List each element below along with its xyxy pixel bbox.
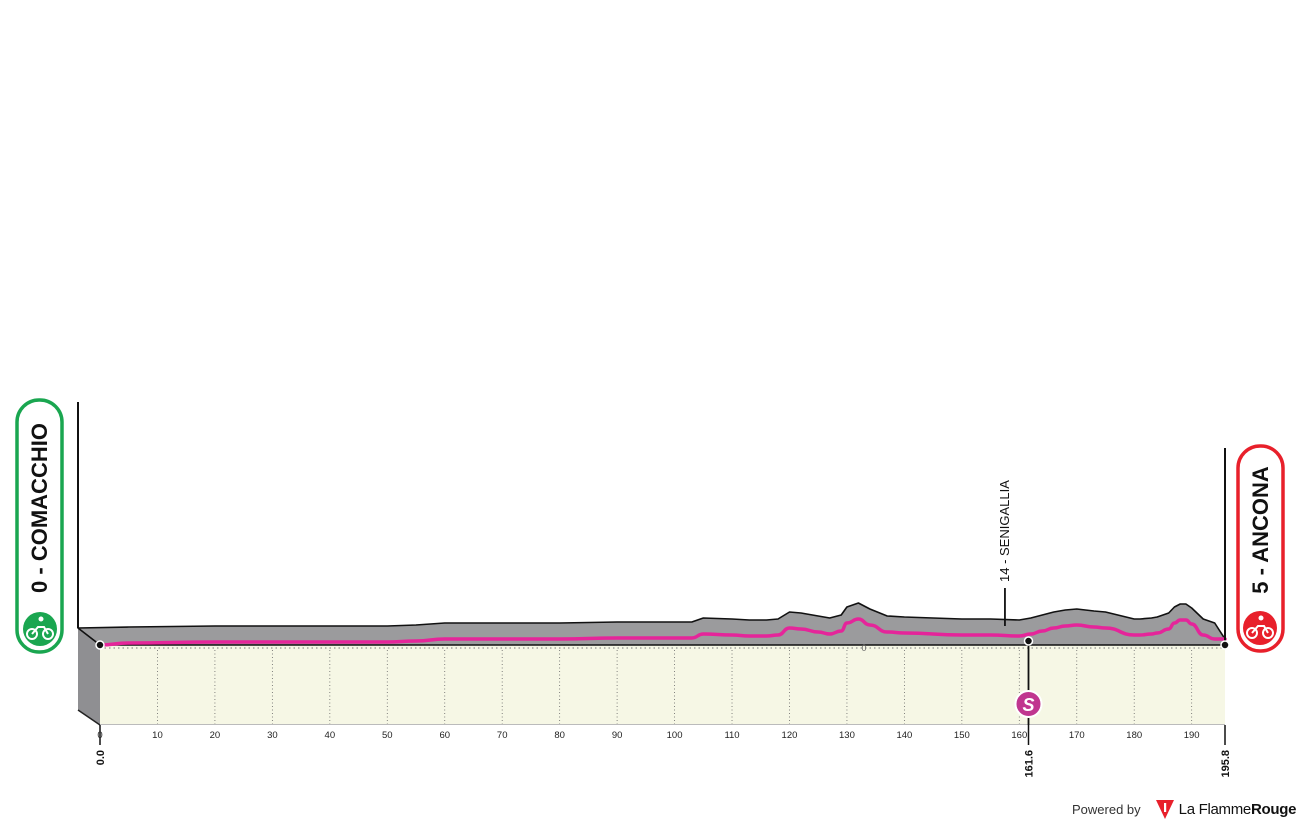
ground-base-line bbox=[77, 709, 101, 726]
x-tick-label: 60 bbox=[439, 730, 450, 741]
x-tick-label: 100 bbox=[667, 730, 683, 741]
x-tick-label: 80 bbox=[554, 730, 565, 741]
km-marker-label: 161.6 bbox=[1023, 750, 1035, 778]
start-label-box: 0 - COMACCHIO bbox=[15, 398, 64, 654]
waypoint-markers: 14 - SENIGALLIA bbox=[997, 480, 1012, 626]
x-tick-label: 30 bbox=[267, 730, 278, 741]
km-markers: 0.0 161.6 195.8 bbox=[95, 636, 1232, 778]
x-tick-label: 70 bbox=[497, 730, 508, 741]
ground-side-face bbox=[78, 628, 100, 725]
bicycle-icon bbox=[26, 616, 54, 640]
x-tick-label: 150 bbox=[954, 730, 970, 741]
x-tick-label: 120 bbox=[782, 730, 798, 741]
start-dot bbox=[95, 640, 105, 650]
x-tick-label: 0 bbox=[97, 730, 102, 741]
km-marker-label: 195.8 bbox=[1220, 750, 1232, 778]
finish-dot bbox=[1220, 640, 1230, 650]
sprint-markers: S bbox=[1014, 690, 1043, 718]
start-cyclist-icon bbox=[23, 612, 57, 646]
x-tick-label: 140 bbox=[896, 730, 912, 741]
x-tick-label: 160 bbox=[1011, 730, 1027, 741]
powered-by-footer: Powered by La FlammeRouge bbox=[1072, 799, 1296, 819]
waypoint-label: 14 - SENIGALLIA bbox=[997, 480, 1012, 582]
finish-label: 5 - ANCONA bbox=[1248, 466, 1273, 594]
route-line bbox=[98, 617, 1227, 647]
km-marker-dot bbox=[1023, 636, 1034, 646]
brand-name-regular: La Flamme bbox=[1178, 800, 1252, 818]
flame-logo-icon bbox=[1155, 800, 1174, 819]
powered-by-text: Powered by bbox=[1072, 801, 1141, 817]
x-tick-label: 170 bbox=[1069, 730, 1085, 741]
x-tick-label: 40 bbox=[325, 730, 336, 741]
x-tick-label: 110 bbox=[724, 730, 739, 741]
x-tick-label: 90 bbox=[612, 730, 623, 741]
x-tick-label: 50 bbox=[382, 730, 393, 741]
sprint-icon bbox=[1014, 690, 1043, 718]
x-tick-label: 20 bbox=[210, 730, 221, 741]
x-axis-ticks: 0 10 20 30 40 50 60 70 80 90 100 110 120 130 140 150 160… bbox=[97, 730, 1199, 741]
x-tick-label: 190 bbox=[1184, 730, 1200, 741]
sea-level-label: 0 bbox=[861, 643, 866, 653]
ground-area bbox=[100, 645, 1225, 725]
bicycle-icon bbox=[1246, 615, 1274, 639]
brand-name: La FlammeRouge bbox=[1179, 801, 1297, 818]
finish-cyclist-icon bbox=[1243, 611, 1277, 645]
finish-label-box: 5 - ANCONA bbox=[1236, 444, 1285, 653]
x-tick-label: 180 bbox=[1126, 730, 1142, 741]
km-marker-label: 0.0 bbox=[95, 750, 107, 765]
brand-name-bold: Rouge bbox=[1250, 800, 1297, 818]
x-tick-label: 10 bbox=[152, 730, 163, 741]
x-tick-label: 130 bbox=[839, 730, 855, 741]
start-label: 0 - COMACCHIO bbox=[27, 423, 52, 593]
sprint-symbol: S bbox=[1022, 695, 1034, 715]
